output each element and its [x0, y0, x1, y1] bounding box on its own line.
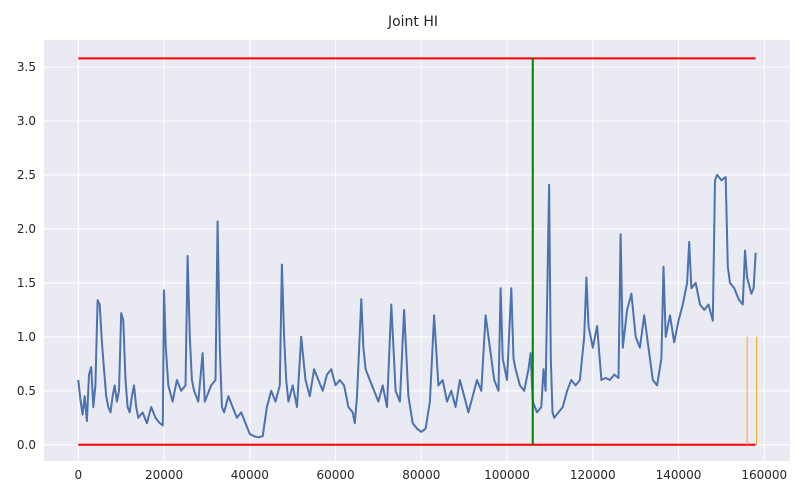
y-tick-label: 0.0 — [17, 438, 36, 452]
reference-lines — [78, 57, 758, 446]
x-tick-label: 120000 — [570, 468, 616, 482]
x-tick-label: 80000 — [402, 468, 440, 482]
x-tick-label: 40000 — [231, 468, 269, 482]
series-group — [77, 173, 757, 439]
y-tick-label: 2.5 — [17, 168, 36, 182]
x-axis: 0 20000 40000 60000 80000 100000 120000 140000 1… — [74, 468, 787, 482]
chart-title: Joint HI — [387, 14, 438, 30]
y-tick-label: 2.0 — [17, 222, 36, 236]
y-tick-label: 1.0 — [17, 330, 36, 344]
x-tick-label: 60000 — [316, 468, 354, 482]
x-tick-label: 160000 — [741, 468, 787, 482]
y-axis: 0.0 0.5 1.0 1.5 2.0 2.5 3.0 3.5 — [17, 60, 36, 452]
y-tick-label: 3.0 — [17, 114, 36, 128]
y-tick-label: 1.5 — [17, 276, 36, 290]
series-line — [77, 173, 757, 439]
y-tick-label: 3.5 — [17, 60, 36, 74]
x-tick-label: 20000 — [145, 468, 183, 482]
x-tick-label: 100000 — [484, 468, 530, 482]
x-tick-label: 140000 — [656, 468, 702, 482]
x-tick-label: 0 — [74, 468, 82, 482]
y-tick-label: 0.5 — [17, 384, 36, 398]
